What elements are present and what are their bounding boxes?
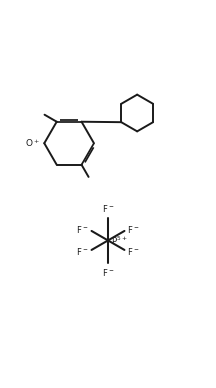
Text: F$^-$: F$^-$	[127, 224, 140, 235]
Text: F$^-$: F$^-$	[127, 246, 140, 257]
Text: P$^{5+}$: P$^{5+}$	[111, 234, 127, 247]
Text: O$^+$: O$^+$	[25, 137, 40, 149]
Text: F$^-$: F$^-$	[76, 246, 89, 257]
Text: F$^-$: F$^-$	[76, 224, 89, 235]
Text: F$^-$: F$^-$	[102, 267, 114, 278]
Text: F$^-$: F$^-$	[102, 203, 114, 214]
